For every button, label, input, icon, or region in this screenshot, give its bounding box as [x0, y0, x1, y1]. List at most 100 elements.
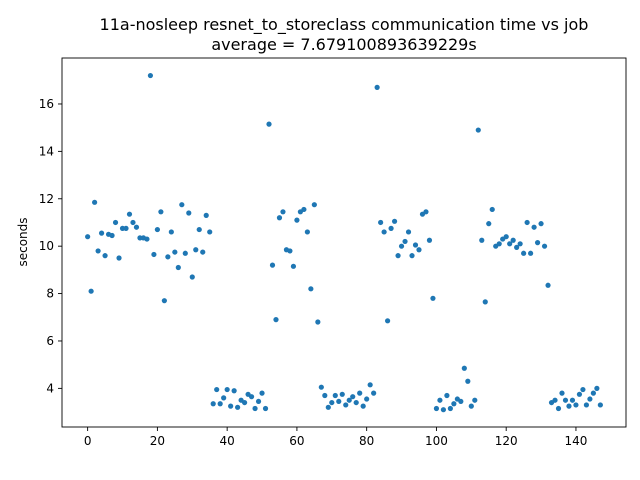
scatter-point: [151, 251, 157, 258]
scatter-point: [248, 394, 255, 400]
scatter-point: [276, 215, 283, 221]
scatter-point: [468, 403, 474, 409]
scatter-point: [304, 229, 310, 235]
scatter-point: [437, 397, 443, 403]
scatter-point: [161, 298, 167, 304]
scatter-point: [576, 391, 583, 397]
scatter-point: [88, 288, 94, 294]
scatter-point: [507, 241, 513, 247]
scatter-point: [391, 218, 398, 224]
scatter-point: [528, 250, 534, 256]
scatter-point: [517, 241, 523, 247]
scatter-point: [144, 236, 150, 242]
scatter-point: [423, 209, 429, 215]
y-axis-label: seconds: [16, 217, 30, 266]
scatter-point: [538, 221, 544, 227]
scatter-point: [496, 241, 502, 247]
scatter-point: [350, 394, 356, 400]
scatter-point: [346, 397, 352, 403]
scatter-point: [102, 253, 108, 259]
scatter-point: [224, 386, 230, 393]
scatter-point: [262, 405, 269, 412]
scatter-point: [388, 225, 394, 231]
scatter-point: [479, 237, 485, 243]
scatter-point: [503, 234, 509, 240]
scatter-point: [590, 390, 596, 396]
scatter-point: [123, 225, 129, 231]
scatter-point: [398, 243, 405, 249]
scatter-point: [440, 407, 447, 413]
scatter-point: [165, 254, 171, 260]
y-tick-label: 12: [39, 192, 54, 206]
scatter-point: [566, 403, 572, 409]
scatter-point: [541, 243, 548, 249]
scatter-point: [179, 202, 185, 208]
scatter-point: [461, 365, 467, 371]
scatter-point: [98, 230, 105, 236]
scatter-point: [116, 255, 122, 261]
scatter-point: [426, 237, 433, 243]
scatter-point: [562, 397, 569, 403]
scatter-point: [259, 390, 265, 396]
scatter-point: [290, 263, 297, 269]
scatter-point: [95, 248, 101, 254]
scatter-point: [217, 401, 223, 407]
x-tick-label: 20: [150, 434, 165, 448]
scatter-point: [133, 224, 140, 230]
scatter-point: [294, 217, 300, 223]
scatter-point: [378, 219, 384, 226]
scatter-point: [318, 384, 324, 390]
scatter-point: [311, 202, 317, 208]
x-tick-label: 0: [84, 434, 92, 448]
y-tick-label: 14: [39, 144, 54, 158]
scatter-point: [367, 382, 373, 388]
scatter-point: [364, 396, 370, 402]
scatter-point: [228, 403, 234, 409]
scatter-point: [186, 210, 192, 216]
scatter-point: [126, 211, 133, 217]
scatter-point: [301, 206, 307, 213]
scatter-point: [430, 295, 436, 301]
scatter-point: [172, 249, 178, 255]
scatter-point: [112, 219, 119, 226]
scatter-point: [158, 209, 164, 215]
scatter-point: [374, 84, 380, 90]
scatter-point: [395, 253, 401, 259]
x-tick-label: 120: [495, 434, 518, 448]
scatter-point: [534, 240, 541, 246]
scatter-point: [444, 392, 450, 399]
scatter-point: [168, 229, 174, 235]
scatter-point: [182, 250, 188, 256]
scatter-point: [580, 386, 586, 393]
scatter-point: [583, 402, 590, 408]
scatter-point: [531, 224, 537, 230]
scatter-point: [559, 390, 565, 396]
scatter-point: [371, 390, 377, 396]
scatter-point: [322, 392, 328, 399]
scatter-point: [587, 396, 593, 402]
scatter-point: [200, 249, 206, 255]
scatter-point: [353, 399, 359, 406]
y-ticks: 4 6 8 10 12 14 16: [39, 97, 62, 395]
scatter-point: [273, 317, 279, 323]
scatter-point: [154, 226, 160, 233]
scatter-point: [573, 402, 579, 408]
scatter-point: [555, 405, 562, 412]
scatter-point: [569, 397, 576, 403]
scatter-point: [325, 404, 331, 410]
scatter-point: [381, 229, 387, 235]
scatter-point: [360, 403, 366, 409]
x-tick-label: 80: [359, 434, 374, 448]
scatter-point: [252, 405, 258, 412]
scatter-point: [266, 121, 272, 127]
scatter-point: [193, 247, 199, 253]
scatter-point: [196, 226, 202, 233]
scatter-point: [412, 242, 419, 248]
scatter-point: [235, 404, 241, 410]
chart-title: 11a-nosleep resnet_to_storeclass communi…: [100, 15, 589, 35]
scatter-point: [486, 221, 492, 227]
scatter-point: [329, 399, 335, 406]
scatter-point: [409, 253, 415, 259]
scatter-point: [269, 262, 276, 268]
